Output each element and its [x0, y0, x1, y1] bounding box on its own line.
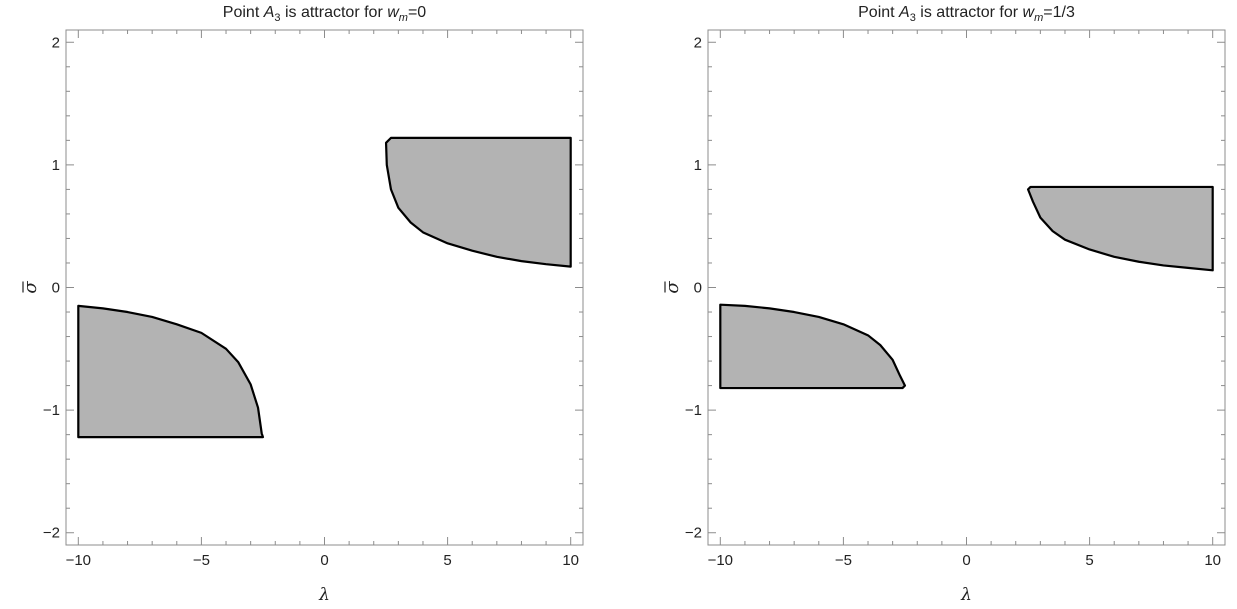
- x-tick-label: −5: [193, 552, 210, 569]
- title-text-mid: is attractor for: [916, 4, 1023, 21]
- x-tick-label: 0: [962, 552, 970, 569]
- x-axis-label: λ: [318, 585, 330, 605]
- upper-region: [1026, 185, 1214, 272]
- plot-frame: [65, 29, 584, 546]
- y-tick-label: −1: [43, 402, 60, 419]
- title-symbol: A: [263, 4, 275, 21]
- upper-region: [384, 136, 572, 268]
- y-axis-label: σ: [662, 281, 683, 294]
- y-tick-label: 2: [52, 34, 60, 51]
- x-tick-label: 0: [320, 552, 328, 569]
- minor-ticks: [708, 30, 1225, 545]
- chart-title: Point A3 is attractor for wm=1/3: [858, 4, 1075, 24]
- title-w: w: [387, 4, 400, 21]
- title-value: =1/3: [1043, 4, 1075, 21]
- plot-frame: [707, 29, 1226, 546]
- x-tick-label: −10: [708, 552, 733, 569]
- x-tick-label: 5: [1085, 552, 1093, 569]
- x-tick-label: −5: [835, 552, 852, 569]
- x-tick-label: 10: [1204, 552, 1221, 569]
- x-tick-label: 5: [443, 552, 451, 569]
- chart-title: Point A3 is attractor for wm=0: [223, 4, 427, 24]
- lower-region: [77, 304, 265, 439]
- y-axis-label-group: σ: [20, 281, 41, 294]
- title-text: Point: [858, 4, 899, 21]
- y-tick-label: 1: [52, 157, 60, 174]
- title-symbol: A: [898, 4, 910, 21]
- y-tick-label: 0: [52, 280, 60, 297]
- y-axis-label: σ: [20, 281, 41, 294]
- lower-region: [719, 303, 907, 390]
- y-tick-label: 1: [694, 157, 702, 174]
- title-w: w: [1023, 4, 1036, 21]
- y-tick-label: −2: [43, 525, 60, 542]
- x-axis-label: λ: [960, 585, 972, 605]
- title-value: =0: [408, 4, 426, 21]
- title-text-mid: is attractor for: [281, 4, 388, 21]
- y-tick-label: 2: [694, 34, 702, 51]
- title-text: Point: [223, 4, 264, 21]
- title-w-subscript: m: [1034, 12, 1043, 24]
- x-tick-label: 10: [562, 552, 579, 569]
- y-tick-label: −2: [685, 525, 702, 542]
- title-subscript: 3: [274, 12, 280, 24]
- y-axis-label-group: σ: [662, 281, 683, 294]
- y-tick-label: 0: [694, 280, 702, 297]
- minor-ticks: [66, 30, 583, 545]
- title-w-subscript: m: [399, 12, 408, 24]
- x-tick-label: −10: [66, 552, 91, 569]
- title-subscript: 3: [910, 12, 916, 24]
- y-tick-label: −1: [685, 402, 702, 419]
